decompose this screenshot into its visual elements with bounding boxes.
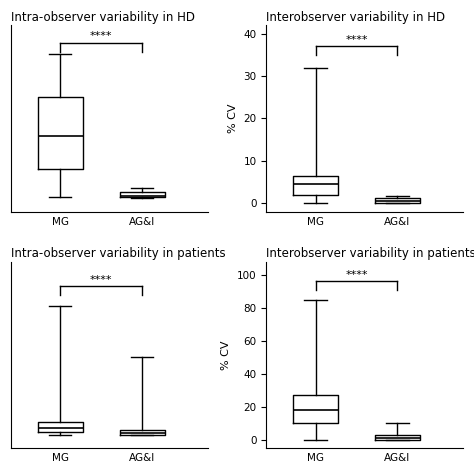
Text: ****: **** [345, 270, 368, 280]
Text: Intra-observer variability in HD: Intra-observer variability in HD [11, 11, 195, 24]
Text: Interobserver variability in HD: Interobserver variability in HD [266, 11, 446, 24]
Text: ****: **** [90, 274, 112, 285]
Text: Interobserver variability in patients: Interobserver variability in patients [266, 247, 474, 260]
Text: Intra-observer variability in patients: Intra-observer variability in patients [11, 247, 226, 260]
Y-axis label: % CV: % CV [228, 104, 238, 133]
Y-axis label: % CV: % CV [221, 340, 231, 370]
Text: ****: **** [345, 35, 368, 45]
Text: ****: **** [90, 31, 112, 41]
